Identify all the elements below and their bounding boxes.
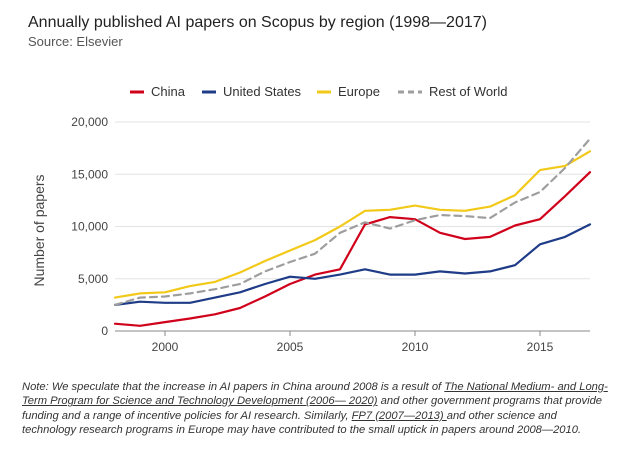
legend-label-china: China [151,84,186,99]
series-line-china [113,171,592,327]
legend-label-rest-of-world: Rest of World [429,84,508,99]
y-tick-label: 5,000 [78,272,108,286]
series-line-united-states [113,223,592,306]
line-chart: 0 5,000 10,000 15,000 20,000 2000 2005 2010 2015… [31,84,592,354]
y-tick-label: 20,000 [71,115,108,129]
footnote: Note: We speculate that the increase in … [22,380,614,438]
footnote-text-2: and other government programs that provi… [22,395,603,422]
y-tick-label: 10,000 [71,220,108,234]
chart-title: Annually published AI papers on Scopus b… [28,14,487,31]
x-tick-label: 2010 [402,340,429,354]
chart-source: Source: Elsevier [28,34,123,49]
x-tick-label: 2015 [527,340,554,354]
series-line-europe [113,150,592,299]
y-axis-label: Number of papers [31,174,47,286]
x-tick-label: 2005 [277,340,304,354]
footnote-text-3: and other science and technology researc… [22,409,582,437]
y-tick-label: 15,000 [71,167,108,181]
legend-label-united-states: United States [223,84,302,99]
y-tick-label: 0 [101,324,108,338]
footnote-link-program[interactable]: The National Medium- and Long-Term Progr… [22,381,608,408]
series-line-rest-of-world [113,137,592,306]
footnote-link-fp7[interactable]: FP7 (2007—2013) [351,409,447,422]
footnote-text-1: Note: We speculate that the increase in … [22,381,445,393]
legend-label-europe: Europe [338,84,380,99]
x-tick-label: 2000 [152,340,179,354]
